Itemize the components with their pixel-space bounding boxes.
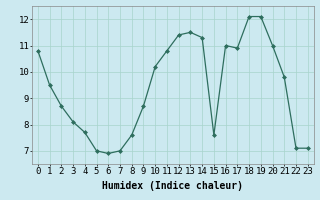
X-axis label: Humidex (Indice chaleur): Humidex (Indice chaleur)	[102, 181, 243, 191]
